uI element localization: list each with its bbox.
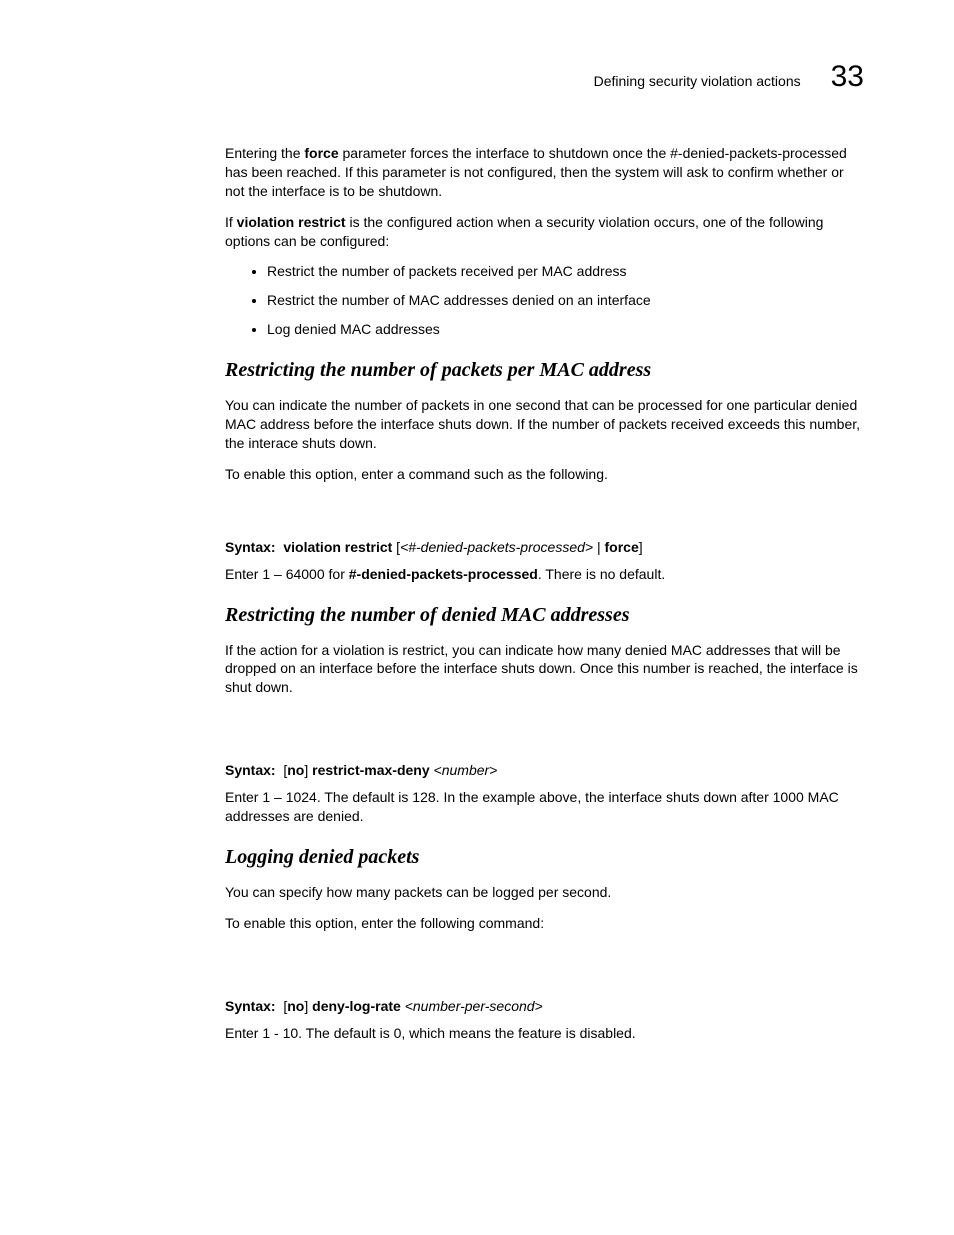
intro-para-2: If violation restrict is the configured … [225,213,864,251]
page-header: Defining security violation actions 33 [225,60,864,94]
syntax-param: <#-denied-packets-processed> [400,539,593,555]
syntax-command: deny-log-rate [312,998,401,1014]
syntax-command: violation restrict [283,539,392,555]
section-heading-3: Logging denied packets [225,846,864,869]
section-heading-2: Restricting the number of denied MAC add… [225,604,864,627]
syntax-line: Syntax: violation restrict [<#-denied-pa… [225,539,864,555]
intro-para-1: Entering the force parameter forces the … [225,144,864,201]
syntax-command: restrict-max-deny [312,762,430,778]
section2-para-1: If the action for a violation is restric… [225,641,864,698]
section3-para-2: To enable this option, enter the followi… [225,914,864,933]
list-item: Log denied MAC addresses [267,320,864,339]
section1-syntax-block: Syntax: violation restrict [<#-denied-pa… [225,539,864,584]
syntax-param: <number> [434,762,498,778]
text: ] [639,539,643,555]
section1-note: Enter 1 – 64000 for #-denied-packets-pro… [225,565,864,584]
intro-bullet-list: Restrict the number of packets received … [225,262,864,339]
section2-note: Enter 1 – 1024. The default is 128. In t… [225,788,864,826]
syntax-label: Syntax: [225,762,276,778]
syntax-keyword: force [605,539,639,555]
section3-syntax-block: Syntax: [no] deny-log-rate <number-per-s… [225,998,864,1043]
syntax-param: <number-per-second> [405,998,543,1014]
text: ] [304,762,312,778]
section3-note: Enter 1 - 10. The default is 0, which me… [225,1024,864,1043]
section1-para-1: You can indicate the number of packets i… [225,396,864,453]
text-bold: violation restrict [237,214,346,230]
header-title: Defining security violation actions [594,73,801,89]
text: | [593,539,604,555]
list-item: Restrict the number of packets received … [267,262,864,281]
list-item: Restrict the number of MAC addresses den… [267,291,864,310]
document-page: Defining security violation actions 33 E… [0,0,954,1115]
text-bold: force [304,145,338,161]
chapter-number: 33 [831,60,864,94]
syntax-line: Syntax: [no] deny-log-rate <number-per-s… [225,998,864,1014]
text: [ [392,539,400,555]
text-bold: #-denied-packets-processed [349,566,538,582]
syntax-keyword: no [287,762,304,778]
section3-para-1: You can specify how many packets can be … [225,883,864,902]
syntax-label: Syntax: [225,998,276,1014]
syntax-line: Syntax: [no] restrict-max-deny <number> [225,762,864,778]
text: Entering the [225,145,304,161]
section1-para-2: To enable this option, enter a command s… [225,465,864,484]
text: . There is no default. [538,566,665,582]
syntax-label: Syntax: [225,539,276,555]
syntax-keyword: no [287,998,304,1014]
text: Enter 1 – 64000 for [225,566,349,582]
section2-syntax-block: Syntax: [no] restrict-max-deny <number> … [225,762,864,826]
text: ] [304,998,312,1014]
section-heading-1: Restricting the number of packets per MA… [225,359,864,382]
text: If [225,214,237,230]
